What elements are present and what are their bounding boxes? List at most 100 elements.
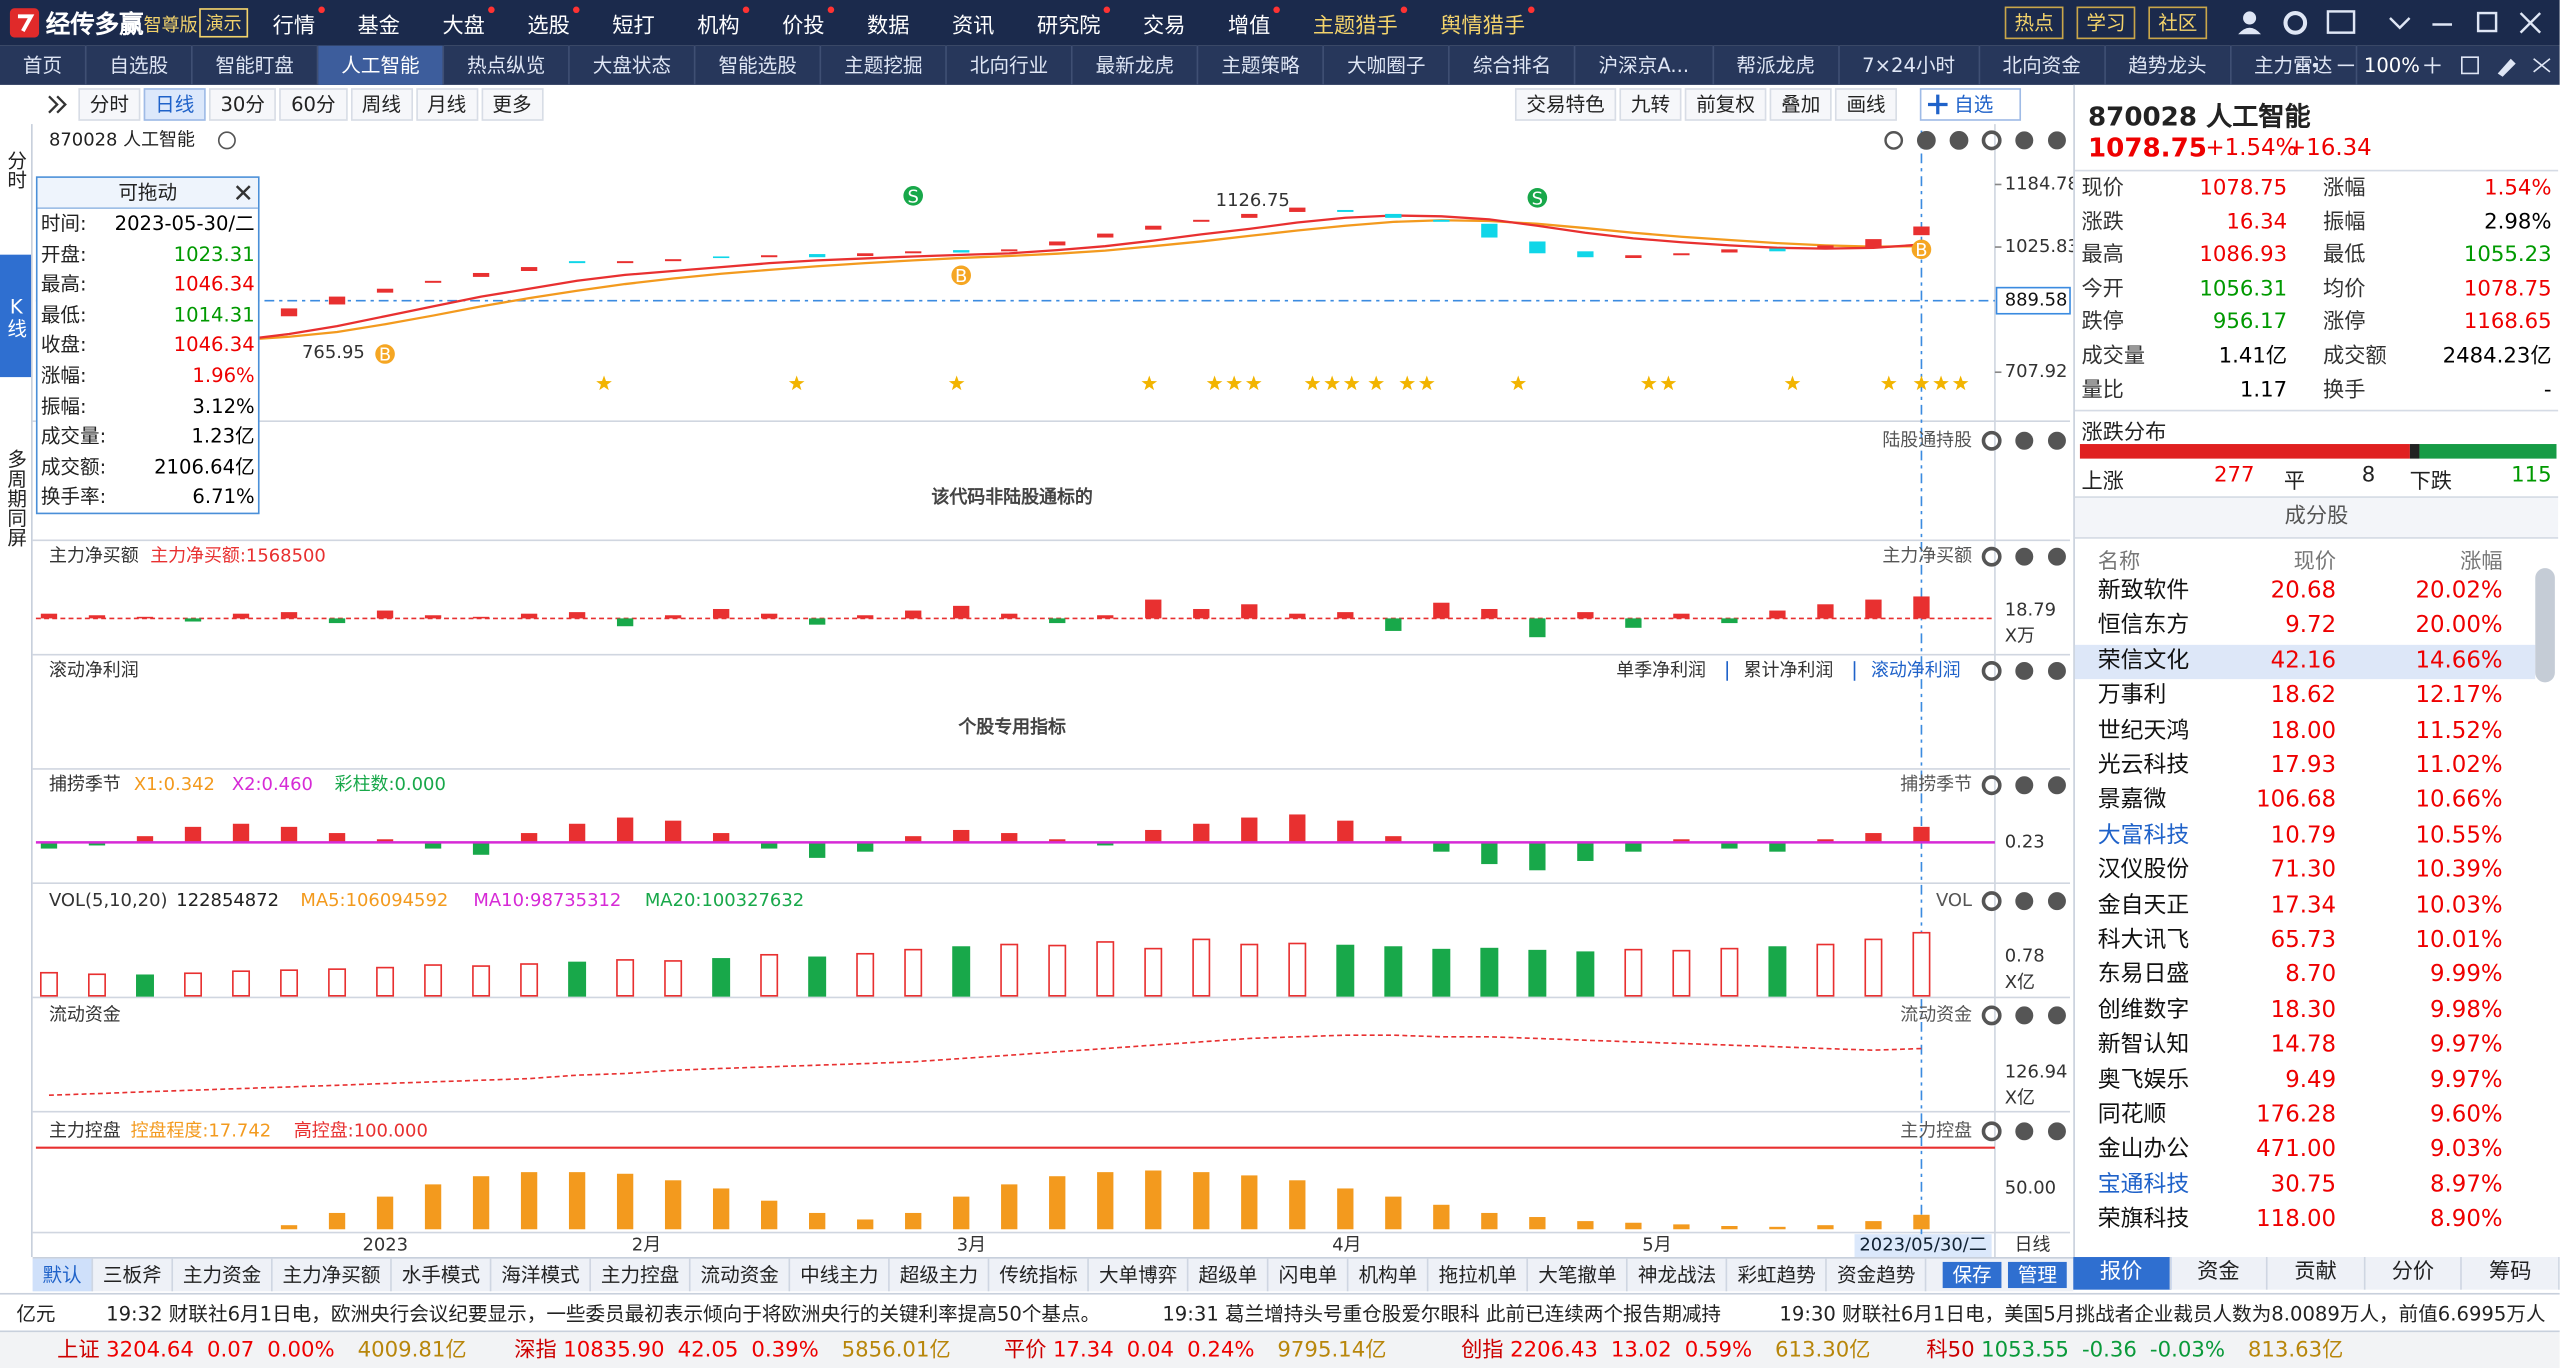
menu-link[interactable]: 社区 bbox=[2148, 6, 2208, 40]
side-tab[interactable]: K线 bbox=[0, 254, 32, 378]
help-icon[interactable] bbox=[2015, 131, 2034, 150]
right-tab[interactable]: 分价 bbox=[2365, 1257, 2463, 1290]
settings-icon[interactable] bbox=[1981, 1121, 2002, 1142]
profit-option[interactable]: 累计净利润 bbox=[1744, 660, 1834, 681]
right-tab[interactable]: 报价 bbox=[2073, 1257, 2171, 1290]
popup-close[interactable] bbox=[233, 183, 253, 203]
tool[interactable]: 前复权 bbox=[1684, 88, 1767, 121]
close-icon[interactable] bbox=[2519, 12, 2542, 34]
constituent-row[interactable]: 万事利 18.62 12.17% bbox=[2075, 679, 2535, 714]
collapse-icon[interactable] bbox=[46, 93, 69, 116]
manage-button[interactable]: 管理 bbox=[2007, 1261, 2067, 1289]
tool[interactable]: 叠加 bbox=[1769, 88, 1832, 121]
help-icon[interactable] bbox=[2015, 547, 2034, 566]
menu-item[interactable]: 增值 bbox=[1228, 5, 1281, 38]
constituent-row[interactable]: 汉仪股份 71.30 10.39% bbox=[2075, 854, 2535, 889]
indicator-tab[interactable]: 机构单 bbox=[1349, 1258, 1429, 1292]
edit-icon[interactable] bbox=[2497, 58, 2516, 77]
indicator-tab[interactable]: 传统指标 bbox=[990, 1258, 1090, 1292]
close-icon[interactable] bbox=[2047, 661, 2066, 680]
close-icon[interactable] bbox=[2047, 1122, 2066, 1141]
tab[interactable]: 人工智能 bbox=[318, 45, 445, 85]
indicator-tab[interactable]: 神龙战法 bbox=[1628, 1258, 1728, 1292]
menu-item[interactable]: 行情 bbox=[273, 5, 325, 38]
settings-icon[interactable] bbox=[2283, 11, 2308, 35]
indicator-tab[interactable]: 大笔撤单 bbox=[1528, 1258, 1629, 1292]
user-icon[interactable] bbox=[2243, 11, 2257, 25]
side-tab[interactable]: 分时 bbox=[4, 150, 28, 190]
restore-icon[interactable] bbox=[2476, 11, 2498, 33]
settings-icon[interactable] bbox=[1981, 130, 2002, 151]
indicator-tab[interactable]: 大单博弈 bbox=[1089, 1258, 1189, 1292]
period[interactable]: 更多 bbox=[480, 88, 544, 121]
menu-link[interactable]: 热点 bbox=[2004, 6, 2064, 40]
save-button[interactable]: 保存 bbox=[1942, 1261, 2002, 1289]
tab[interactable]: 主力雷达 bbox=[2231, 45, 2357, 85]
constituent-row[interactable]: 景嘉微 106.68 10.66% bbox=[2075, 784, 2535, 819]
menu-item[interactable]: 大盘 bbox=[442, 5, 495, 38]
tab[interactable]: 智能盯盘 bbox=[193, 45, 319, 85]
menu-item[interactable]: 机构 bbox=[697, 5, 750, 38]
pin-icon[interactable] bbox=[2533, 58, 2551, 73]
close-icon[interactable] bbox=[2047, 131, 2066, 150]
index-item[interactable]: 创指 2206.43 13.02 0.59% 613.30亿 bbox=[1461, 1332, 1870, 1368]
constituent-row[interactable]: 科大讯飞 65.73 10.01% bbox=[2075, 924, 2535, 959]
period[interactable]: 60分 bbox=[279, 88, 348, 121]
news-item[interactable]: 19:32 财联社6月1日电，欧洲央行会议纪要显示，一些委员最初表示倾向于将欧洲… bbox=[106, 1302, 1101, 1326]
tool[interactable]: 九转 bbox=[1619, 88, 1682, 121]
settings-icon[interactable] bbox=[1981, 775, 2002, 796]
period[interactable]: 30分 bbox=[209, 88, 277, 121]
constituent-row[interactable]: 新智认知 14.78 9.97% bbox=[2075, 1029, 2535, 1064]
dropdown-icon[interactable] bbox=[2389, 17, 2411, 30]
profit-option[interactable]: 单季净利润 bbox=[1616, 660, 1706, 681]
tool[interactable]: 交易特色 bbox=[1514, 88, 1617, 121]
index-item[interactable]: 平价 17.34 0.04 0.24% 9795.14亿 bbox=[1004, 1332, 1386, 1368]
indicator-tab[interactable]: 主力控盘 bbox=[591, 1258, 691, 1292]
constituent-row[interactable]: 大富科技 10.79 10.55% bbox=[2075, 819, 2535, 854]
tab[interactable]: 智能选股 bbox=[696, 45, 822, 85]
constituent-row[interactable]: 光云科技 17.93 11.02% bbox=[2075, 749, 2535, 784]
scrollbar[interactable] bbox=[2535, 568, 2555, 683]
indicator-tab[interactable]: 三板斧 bbox=[93, 1258, 174, 1292]
constituent-row[interactable]: 同花顺 176.28 9.60% bbox=[2075, 1099, 2535, 1134]
right-tab[interactable]: 筹码 bbox=[2462, 1257, 2560, 1290]
indicator-tab[interactable]: 海洋模式 bbox=[492, 1258, 592, 1292]
tab[interactable]: 大盘状态 bbox=[570, 45, 696, 85]
menu-item[interactable]: 资讯 bbox=[951, 13, 995, 39]
tab[interactable]: 主题挖掘 bbox=[821, 45, 948, 85]
close-icon[interactable] bbox=[2047, 1006, 2066, 1025]
menu-item[interactable]: 短打 bbox=[612, 13, 655, 39]
close-icon[interactable] bbox=[2047, 431, 2066, 450]
zoom-in-icon[interactable] bbox=[1916, 131, 1936, 150]
menu-item[interactable]: 价投 bbox=[782, 5, 835, 38]
index-item[interactable]: 上证 3204.64 0.07 0.00% 4009.81亿 bbox=[57, 1332, 466, 1368]
dropdown-icon[interactable] bbox=[217, 131, 236, 150]
help-icon[interactable] bbox=[2015, 776, 2034, 795]
menu-item[interactable]: 舆情猎手 bbox=[1440, 5, 1535, 38]
menu-item[interactable]: 主题猎手 bbox=[1313, 5, 1408, 38]
right-tab[interactable]: 贡献 bbox=[2268, 1257, 2366, 1290]
tab[interactable]: 7×24小时 bbox=[1839, 45, 1980, 85]
constituent-row[interactable]: 荣信文化 42.16 14.66% bbox=[2074, 644, 2536, 680]
indicator-tab[interactable]: 中线主力 bbox=[790, 1258, 890, 1292]
constituent-row[interactable]: 东易日盛 8.70 9.99% bbox=[2075, 959, 2535, 994]
profit-option[interactable]: 滚动净利润 bbox=[1871, 660, 1961, 681]
menu-item[interactable]: 交易 bbox=[1143, 13, 1186, 39]
zoom-in[interactable] bbox=[2424, 57, 2441, 74]
zoom-out-icon[interactable] bbox=[1949, 131, 1969, 150]
menu-item[interactable]: 数据 bbox=[867, 13, 910, 39]
constituent-row[interactable]: 宝通科技 30.75 8.97% bbox=[2075, 1169, 2535, 1204]
constituent-row[interactable]: 奥飞娱乐 9.49 9.97% bbox=[2075, 1064, 2535, 1099]
constituent-row[interactable]: 金自天正 17.34 10.03% bbox=[2075, 889, 2535, 924]
indicator-tab[interactable]: 流动资金 bbox=[691, 1258, 791, 1292]
close-icon[interactable] bbox=[2047, 892, 2066, 911]
news-item[interactable]: 19:30 财联社6月1日电，美国5月挑战者企业裁员人数为8.0089万人，前值… bbox=[1779, 1302, 2546, 1326]
indicator-tab[interactable]: 主力净买额 bbox=[273, 1258, 392, 1292]
indicator-tab[interactable]: 主力资金 bbox=[173, 1258, 273, 1292]
menu-item[interactable]: 基金 bbox=[357, 13, 401, 39]
menu-link[interactable]: 学习 bbox=[2076, 6, 2136, 40]
settings-icon[interactable] bbox=[1981, 430, 2002, 451]
tab[interactable]: 趋势龙头 bbox=[2105, 45, 2232, 85]
indicator-tab[interactable]: 闪电单 bbox=[1269, 1258, 1349, 1292]
tab[interactable]: 北向资金 bbox=[1980, 45, 2106, 85]
